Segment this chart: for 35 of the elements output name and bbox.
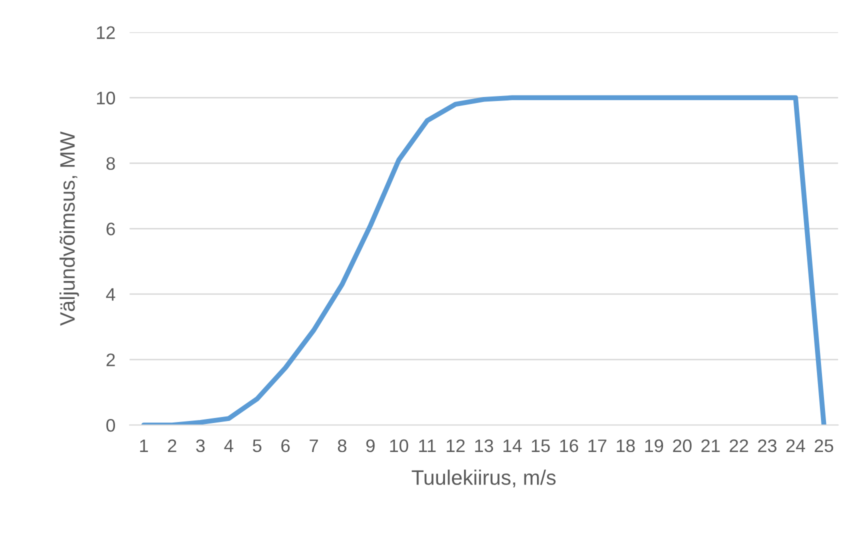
y-tick-label: 8 bbox=[106, 157, 115, 170]
x-tick-label: 12 bbox=[446, 439, 465, 452]
x-tick-label: 15 bbox=[532, 440, 550, 452]
x-tick-label: 1 bbox=[140, 440, 148, 452]
x-tick-label: 2 bbox=[168, 439, 176, 452]
line-series bbox=[141, 95, 826, 426]
x-tick-label: 3 bbox=[196, 439, 205, 452]
x-tick-label: 8 bbox=[338, 439, 346, 452]
x-tick-label: 5 bbox=[252, 440, 262, 452]
x-tick-label: 18 bbox=[616, 439, 635, 452]
x-tick-label: 17 bbox=[588, 440, 606, 452]
x-tick-label: 9 bbox=[366, 439, 375, 452]
y-tick-label: 12 bbox=[97, 26, 115, 39]
x-tick-label: 14 bbox=[504, 440, 522, 452]
x-tick-label: 6 bbox=[281, 439, 290, 452]
x-tick-label: 7 bbox=[310, 440, 318, 452]
x-tick-label: 21 bbox=[701, 439, 720, 452]
x-tick-label: 10 bbox=[390, 439, 408, 452]
x-tick-label: 11 bbox=[419, 440, 436, 452]
y-tick-label: 10 bbox=[97, 92, 116, 104]
x-tick-label: 4 bbox=[224, 440, 234, 452]
y-tick-label: 4 bbox=[106, 288, 116, 301]
x-tick-label: 19 bbox=[645, 439, 664, 452]
y-tick-label: 2 bbox=[106, 354, 115, 366]
y-tick-label: 6 bbox=[106, 222, 115, 236]
x-tick-label: 16 bbox=[560, 439, 578, 452]
y-axis-title: Väljundvõimsus, MW bbox=[60, 131, 79, 326]
x-tick-label: 25 bbox=[814, 439, 834, 452]
x-tick-label: 22 bbox=[730, 439, 748, 452]
y-tick-label: 0 bbox=[106, 418, 116, 432]
x-tick-label: 24 bbox=[786, 439, 806, 452]
x-tick-label: 23 bbox=[758, 439, 776, 452]
x-tick-label: 20 bbox=[673, 439, 692, 452]
x-axis-title: Tuulekiirus, m/s bbox=[412, 470, 556, 488]
x-tick-label: 13 bbox=[475, 439, 494, 452]
